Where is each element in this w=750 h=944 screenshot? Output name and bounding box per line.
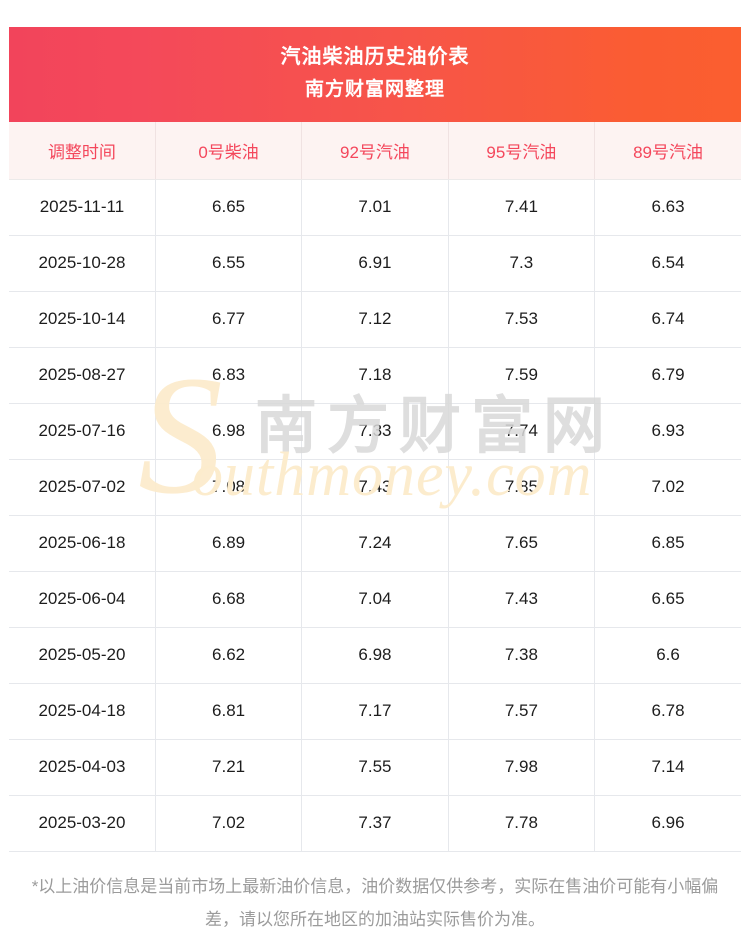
cell-gasoline-89: 6.85 [594, 515, 741, 572]
column-header-gasoline-92: 92号汽油 [301, 122, 449, 180]
cell-gasoline-95: 7.74 [448, 403, 596, 460]
cell-date: 2025-03-20 [9, 795, 156, 852]
table-row: 2025-10-14 6.77 7.12 7.53 6.74 [9, 291, 741, 348]
cell-diesel-0: 7.08 [155, 459, 303, 516]
cell-date: 2025-04-03 [9, 739, 156, 796]
cell-gasoline-95: 7.41 [448, 179, 596, 236]
cell-gasoline-89: 6.79 [594, 347, 741, 404]
cell-gasoline-95: 7.78 [448, 795, 596, 852]
cell-gasoline-95: 7.85 [448, 459, 596, 516]
table-column-head: 调整时间 0号柴油 92号汽油 95号汽油 89号汽油 [9, 122, 741, 180]
cell-gasoline-89: 7.02 [594, 459, 741, 516]
cell-diesel-0: 6.62 [155, 627, 303, 684]
table-body: 2025-11-11 6.65 7.01 7.41 6.63 2025-10-2… [9, 179, 741, 852]
table-row: 2025-11-11 6.65 7.01 7.41 6.63 [9, 179, 741, 236]
cell-gasoline-89: 6.74 [594, 291, 741, 348]
cell-gasoline-92: 7.04 [301, 571, 449, 628]
cell-gasoline-95: 7.65 [448, 515, 596, 572]
cell-gasoline-95: 7.98 [448, 739, 596, 796]
cell-gasoline-95: 7.38 [448, 627, 596, 684]
cell-gasoline-89: 6.65 [594, 571, 741, 628]
cell-gasoline-89: 6.93 [594, 403, 741, 460]
cell-date: 2025-07-02 [9, 459, 156, 516]
cell-diesel-0: 6.89 [155, 515, 303, 572]
cell-gasoline-95: 7.43 [448, 571, 596, 628]
cell-gasoline-92: 7.01 [301, 179, 449, 236]
cell-diesel-0: 6.98 [155, 403, 303, 460]
table-row: 2025-07-16 6.98 7.33 7.74 6.93 [9, 403, 741, 460]
cell-date: 2025-07-16 [9, 403, 156, 460]
cell-gasoline-89: 7.14 [594, 739, 741, 796]
cell-gasoline-92: 7.37 [301, 795, 449, 852]
table-title-row: 汽油柴油历史油价表 南方财富网整理 [9, 27, 741, 122]
cell-gasoline-89: 6.6 [594, 627, 741, 684]
cell-gasoline-92: 6.91 [301, 235, 449, 292]
cell-gasoline-95: 7.59 [448, 347, 596, 404]
table-row: 2025-05-20 6.62 6.98 7.38 6.6 [9, 627, 741, 684]
cell-diesel-0: 7.02 [155, 795, 303, 852]
cell-gasoline-89: 6.54 [594, 235, 741, 292]
cell-diesel-0: 6.68 [155, 571, 303, 628]
cell-gasoline-95: 7.53 [448, 291, 596, 348]
cell-date: 2025-10-14 [9, 291, 156, 348]
cell-diesel-0: 6.83 [155, 347, 303, 404]
cell-gasoline-92: 7.17 [301, 683, 449, 740]
cell-gasoline-92: 7.24 [301, 515, 449, 572]
table-title-cell: 汽油柴油历史油价表 南方财富网整理 [9, 27, 741, 122]
cell-date: 2025-06-18 [9, 515, 156, 572]
cell-date: 2025-08-27 [9, 347, 156, 404]
cell-diesel-0: 6.77 [155, 291, 303, 348]
cell-gasoline-92: 7.55 [301, 739, 449, 796]
cell-gasoline-95: 7.57 [448, 683, 596, 740]
table-row: 2025-04-03 7.21 7.55 7.98 7.14 [9, 739, 741, 796]
cell-gasoline-89: 6.78 [594, 683, 741, 740]
table-title-head: 汽油柴油历史油价表 南方财富网整理 [9, 27, 741, 122]
cell-gasoline-95: 7.3 [448, 235, 596, 292]
cell-date: 2025-10-28 [9, 235, 156, 292]
cell-date: 2025-05-20 [9, 627, 156, 684]
page-subtitle: 南方财富网整理 [304, 79, 445, 100]
table-row: 2025-06-18 6.89 7.24 7.65 6.85 [9, 515, 741, 572]
oil-price-table: 汽油柴油历史油价表 南方财富网整理 调整时间 0号柴油 92号汽油 95号汽油 … [9, 27, 741, 852]
column-header-gasoline-95: 95号汽油 [448, 122, 596, 180]
column-header-diesel-0: 0号柴油 [155, 122, 303, 180]
cell-date: 2025-04-18 [9, 683, 156, 740]
cell-gasoline-92: 7.18 [301, 347, 449, 404]
column-header-date: 调整时间 [9, 122, 156, 180]
cell-gasoline-92: 7.43 [301, 459, 449, 516]
table-row: 2025-10-28 6.55 6.91 7.3 6.54 [9, 235, 741, 292]
cell-gasoline-92: 7.12 [301, 291, 449, 348]
cell-date: 2025-11-11 [9, 179, 156, 236]
cell-date: 2025-06-04 [9, 571, 156, 628]
cell-gasoline-92: 7.33 [301, 403, 449, 460]
table-row: 2025-07-02 7.08 7.43 7.85 7.02 [9, 459, 741, 516]
cell-gasoline-89: 6.96 [594, 795, 741, 852]
table-row: 2025-08-27 6.83 7.18 7.59 6.79 [9, 347, 741, 404]
cell-diesel-0: 6.65 [155, 179, 303, 236]
table-row: 2025-06-04 6.68 7.04 7.43 6.65 [9, 571, 741, 628]
page-title: 汽油柴油历史油价表 [280, 46, 470, 68]
disclaimer-note: *以上油价信息是当前市场上最新油价信息，油价数据仅供参考，实际在售油价可能有小幅… [31, 876, 719, 929]
cell-gasoline-89: 6.63 [594, 179, 741, 236]
cell-gasoline-92: 6.98 [301, 627, 449, 684]
cell-diesel-0: 7.21 [155, 739, 303, 796]
cell-diesel-0: 6.81 [155, 683, 303, 740]
cell-diesel-0: 6.55 [155, 235, 303, 292]
column-header-row: 调整时间 0号柴油 92号汽油 95号汽油 89号汽油 [9, 122, 741, 180]
table-row: 2025-03-20 7.02 7.37 7.78 6.96 [9, 795, 741, 852]
column-header-gasoline-89: 89号汽油 [594, 122, 741, 180]
table-row: 2025-04-18 6.81 7.17 7.57 6.78 [9, 683, 741, 740]
